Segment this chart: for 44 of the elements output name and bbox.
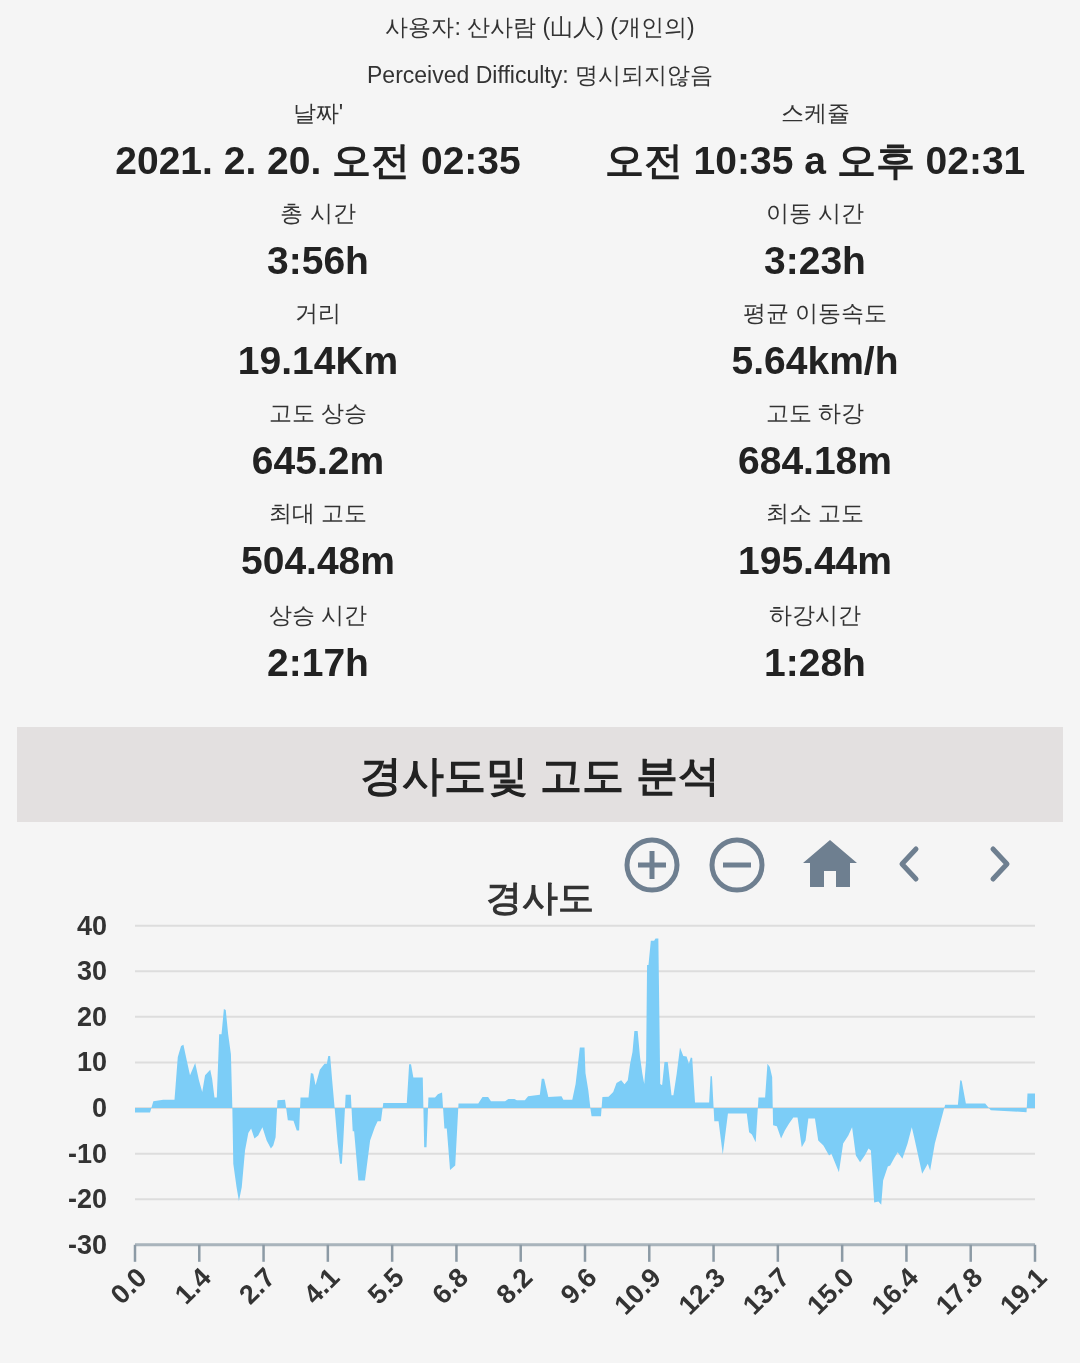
y-tick-label: 10	[76, 1047, 107, 1078]
stat-value: 684.18m	[738, 438, 892, 482]
stat-label: 고도 상승	[268, 400, 368, 426]
x-tick-label: 9.6	[554, 1262, 603, 1310]
subtitle: Perceived Difficulty: 명시되지않음	[367, 62, 713, 88]
x-tick-label: 1.4	[169, 1262, 217, 1310]
stat-label: 총 시간	[280, 200, 356, 226]
y-tick-label: -30	[67, 1229, 107, 1260]
title: 경사도및 고도 분석	[360, 751, 720, 799]
stat-label: 스케쥴	[780, 100, 850, 126]
stat-label: 상승 시간	[268, 602, 368, 628]
y-tick-label: 30	[76, 956, 107, 987]
stat-label: 거리	[295, 300, 341, 326]
x-tick-label: 5.5	[362, 1262, 410, 1310]
y-tick-label: -10	[67, 1138, 107, 1169]
x-tick-label: 0.0	[104, 1262, 153, 1310]
y-tick-label: 20	[76, 1001, 107, 1032]
stat-value: 3:56h	[267, 238, 369, 282]
stat-value: 645.2m	[251, 438, 385, 482]
stat-label: 날짜'	[292, 100, 344, 126]
stat-label: 고도 하강	[765, 400, 865, 426]
stat-value: 504.48m	[241, 538, 395, 582]
stat-label: 하강시간	[769, 602, 861, 628]
x-tick-label: 6.8	[426, 1262, 475, 1310]
y-tick-label: 40	[76, 910, 107, 941]
y-tick-label: -20	[67, 1184, 107, 1215]
subtitle: 경사도	[486, 876, 594, 918]
x-tick-label: 8.2	[490, 1262, 539, 1310]
stat-value: 2021. 2. 20. 오전 02:35	[115, 138, 521, 182]
stat-value: 19.14Km	[237, 338, 399, 382]
title: 사용자: 산사람 (山人) (개인의)	[385, 14, 695, 40]
stat-value: 오전 10:35 a 오후 02:31	[604, 138, 1026, 182]
stat-label: 최대 고도	[268, 500, 368, 526]
stat-value: 5.64km/h	[731, 338, 899, 382]
x-tick-label: 4.1	[297, 1262, 346, 1310]
stat-label: 이동 시간	[765, 200, 865, 226]
stat-value: 2:17h	[267, 640, 369, 684]
stat-value: 195.44m	[738, 538, 892, 582]
stat-value: 1:28h	[764, 640, 866, 684]
stat-label: 평균 이동속도	[742, 300, 888, 326]
stat-value: 3:23h	[764, 238, 866, 282]
x-tick-label: 2.7	[233, 1262, 282, 1310]
stat-label: 최소 고도	[765, 500, 865, 526]
y-tick-label: 0	[91, 1093, 107, 1124]
